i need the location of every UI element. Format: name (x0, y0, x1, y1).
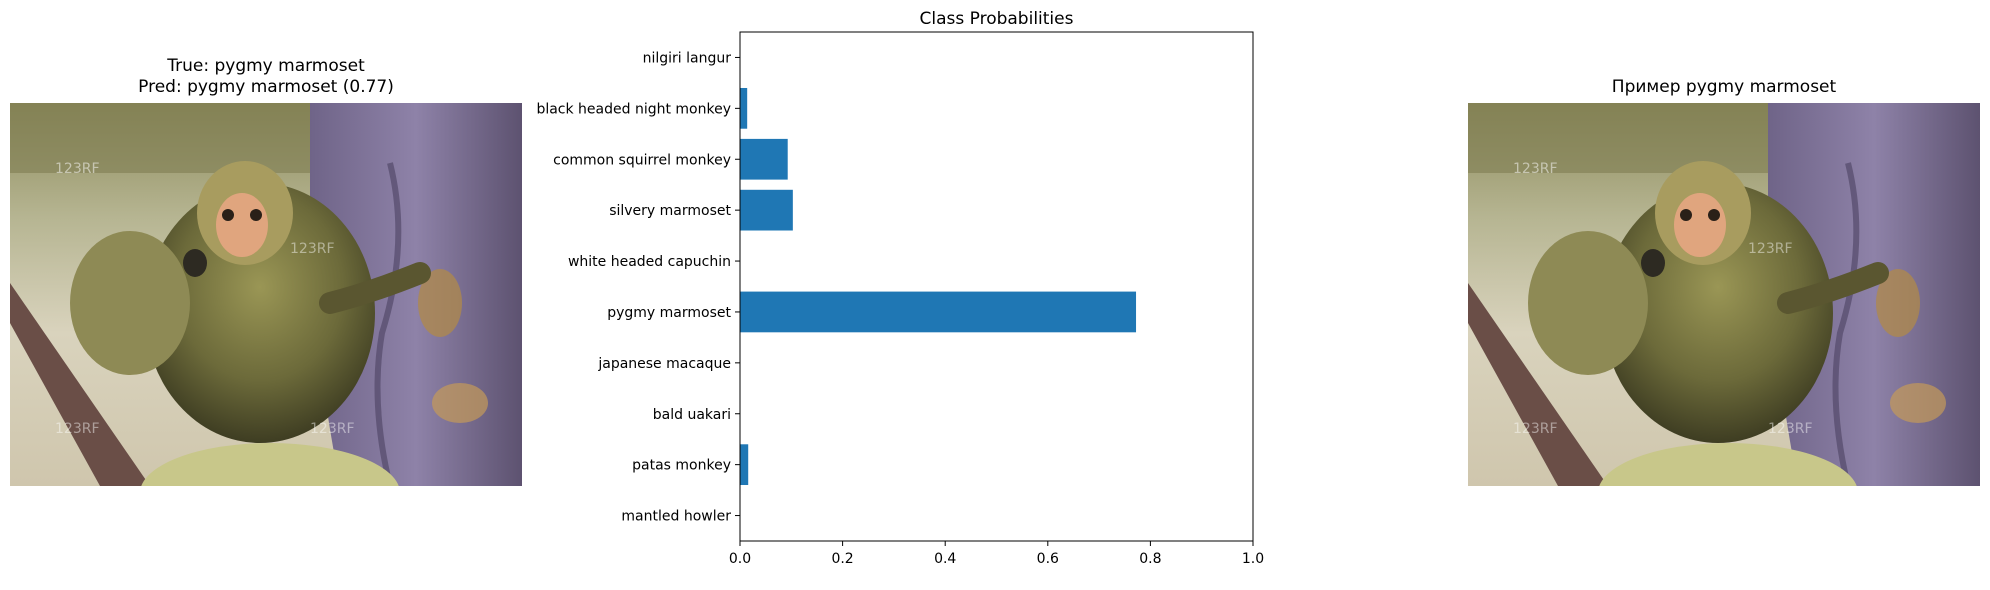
bar (740, 138, 788, 180)
svg-text:123RF: 123RF (55, 421, 100, 437)
bar (740, 291, 1137, 333)
bar (740, 189, 793, 231)
true-label: True: pygmy marmoset (167, 56, 365, 76)
left-marmoset-photo: 123RF 123RF 123RF 123RF (10, 103, 522, 486)
svg-text:123RF: 123RF (310, 421, 355, 437)
svg-text:123RF: 123RF (1768, 421, 1813, 437)
y-tick-label: white headed capuchin (568, 254, 731, 270)
bar (740, 444, 749, 486)
plot-frame (739, 31, 1254, 542)
y-tick-label: pygmy marmoset (607, 305, 731, 321)
svg-text:123RF: 123RF (290, 241, 335, 257)
y-tick-label: black headed night monkey (536, 101, 731, 117)
x-tick-label: 0.4 (934, 551, 956, 567)
svg-text:123RF: 123RF (1748, 241, 1793, 257)
x-tick-label: 0.6 (1037, 551, 1059, 567)
y-tick-label: patas monkey (632, 458, 731, 474)
example-photo-art: 123RF 123RF 123RF 123RF (1468, 103, 1980, 486)
svg-text:123RF: 123RF (1513, 421, 1558, 437)
svg-text:123RF: 123RF (55, 161, 100, 177)
y-tick-label: silvery marmoset (609, 203, 731, 219)
left-panel-title: True: pygmy marmoset Pred: pygmy marmose… (10, 56, 522, 98)
x-tick-label: 1.0 (1242, 551, 1264, 567)
y-tick-label: japanese macaque (597, 356, 731, 372)
marmoset-photo-art: 123RF 123RF 123RF 123RF (10, 103, 522, 486)
right-example-photo: 123RF 123RF 123RF 123RF (1468, 103, 1980, 486)
y-tick-label: nilgiri langur (643, 50, 732, 66)
right-panel-title: Пример pygmy marmoset (1611, 77, 1837, 97)
pred-label: Pred: pygmy marmoset (0.77) (138, 77, 394, 97)
y-tick-label: bald uakari (653, 407, 731, 423)
x-tick-label: 0.0 (729, 551, 751, 567)
x-tick-label: 0.2 (831, 551, 853, 567)
y-tick-label: mantled howler (621, 509, 731, 525)
x-tick-label: 0.8 (1139, 551, 1161, 567)
svg-text:123RF: 123RF (1513, 161, 1558, 177)
chart-title: Class Probabilities (920, 9, 1074, 29)
bar (740, 87, 748, 129)
y-tick-label: common squirrel monkey (553, 152, 731, 168)
